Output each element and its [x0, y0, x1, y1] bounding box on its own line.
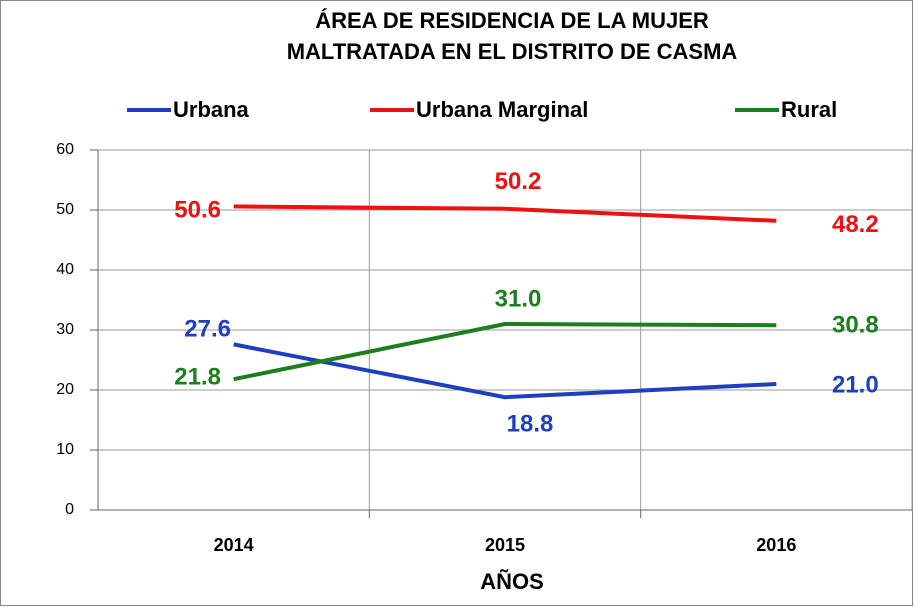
legend-label: Urbana Marginal	[416, 97, 588, 122]
y-tick-label: 30	[56, 321, 74, 338]
series-line	[233, 204, 777, 223]
data-label: 31.0	[495, 285, 542, 312]
data-label: 30.8	[832, 312, 879, 339]
data-label: 21.8	[174, 364, 221, 391]
chart-title: ÁREA DE RESIDENCIA DE LA MUJER	[315, 8, 709, 33]
x-axis-label: AÑOS	[480, 569, 544, 594]
series-line	[233, 321, 777, 382]
data-label: 50.2	[495, 168, 542, 195]
y-tick-label: 60	[56, 141, 74, 158]
x-tick-label: 2016	[756, 535, 796, 555]
y-tick-label: 40	[56, 261, 74, 278]
x-tick-label: 2014	[214, 535, 254, 555]
x-tick-label: 2015	[485, 535, 525, 555]
legend-label: Rural	[781, 97, 837, 122]
chart-title: MALTRATADA EN EL DISTRITO DE CASMA	[287, 39, 738, 64]
data-label: 48.2	[832, 211, 879, 238]
data-label: 27.6	[184, 316, 231, 343]
y-tick-label: 20	[56, 381, 74, 398]
y-tick-label: 0	[65, 501, 74, 518]
data-label: 50.6	[174, 197, 221, 224]
data-label: 18.8	[507, 411, 554, 438]
legend-label: Urbana	[173, 97, 250, 122]
y-tick-label: 10	[56, 441, 74, 458]
data-label: 21.0	[832, 371, 879, 398]
y-tick-label: 50	[56, 201, 74, 218]
